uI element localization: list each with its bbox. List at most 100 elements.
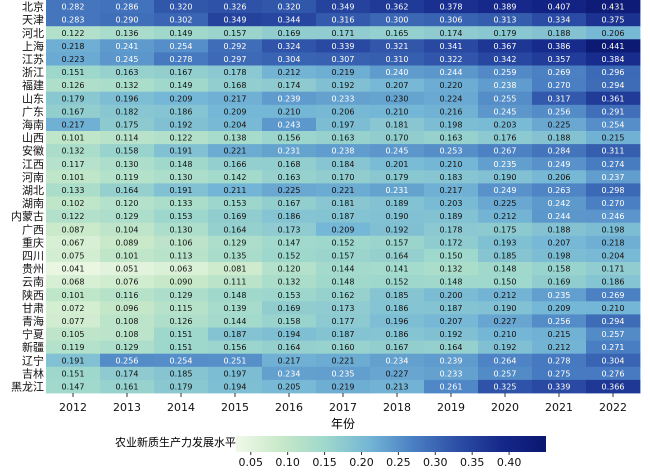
heatmap-cell xyxy=(478,209,533,224)
cell-value-label: 0.263 xyxy=(548,186,571,195)
cell-value-label: 0.157 xyxy=(332,251,355,260)
cell-value-label: 0.217 xyxy=(440,186,463,195)
heatmap-cell xyxy=(370,262,425,276)
heatmap-cell xyxy=(154,327,209,341)
province-label: 重庆 xyxy=(22,235,44,249)
heatmap-cell xyxy=(370,183,425,197)
heatmap-cell xyxy=(424,301,479,315)
cell-value-label: 0.270 xyxy=(548,81,571,90)
cell-value-label: 0.158 xyxy=(278,317,301,326)
cell-value-label: 0.175 xyxy=(116,120,139,129)
province-label: 福建 xyxy=(22,78,44,92)
colorbar-tick-label: 0.25 xyxy=(386,456,411,468)
heatmap-cell xyxy=(208,0,263,14)
cell-value-label: 0.119 xyxy=(62,343,85,352)
cell-value-label: 0.407 xyxy=(548,3,571,12)
heatmap-cell xyxy=(586,26,641,40)
heatmap-cell xyxy=(154,262,209,276)
cell-value-label: 0.210 xyxy=(602,304,625,313)
cell-value-label: 0.240 xyxy=(386,68,409,77)
cell-value-label: 0.181 xyxy=(386,120,409,129)
heatmap-cell xyxy=(208,222,263,237)
heatmap-cell xyxy=(586,301,641,315)
colorbar-title: 农业新质生产力发展水平 xyxy=(115,435,236,449)
heatmap-cell xyxy=(100,301,155,315)
cell-value-label: 0.147 xyxy=(278,238,301,247)
cell-value-label: 0.108 xyxy=(116,330,139,339)
heatmap-cell xyxy=(424,262,479,276)
cell-value-label: 0.244 xyxy=(440,68,463,77)
province-labels: 北京天津河北上海江苏浙江福建山东广东海南山西安徽江西河南湖北湖南内蒙古广西重庆四… xyxy=(11,0,44,393)
cell-value-label: 0.241 xyxy=(116,42,139,51)
cell-value-label: 0.116 xyxy=(116,291,139,300)
heatmap-cell xyxy=(46,39,101,53)
heatmap-cell xyxy=(424,144,479,158)
cell-value-label: 0.150 xyxy=(440,251,463,260)
cell-value-label: 0.120 xyxy=(278,265,301,274)
heatmap-cell xyxy=(262,275,317,289)
heatmap-cell xyxy=(424,104,479,119)
cell-value-label: 0.153 xyxy=(224,199,247,208)
cell-value-label: 0.076 xyxy=(116,278,139,287)
cell-value-label: 0.162 xyxy=(332,291,355,300)
cell-value-label: 0.210 xyxy=(278,107,301,116)
cell-value-label: 0.183 xyxy=(440,173,463,182)
heatmap-cell xyxy=(46,196,101,210)
cell-value-label: 0.169 xyxy=(278,304,301,313)
heatmap-cell xyxy=(154,26,209,40)
cell-value-label: 0.218 xyxy=(62,42,85,51)
cell-value-label: 0.271 xyxy=(602,343,625,352)
heatmap-cell xyxy=(586,288,641,302)
heatmap-cell xyxy=(316,301,371,315)
cell-value-label: 0.135 xyxy=(224,251,247,260)
cell-value-label: 0.149 xyxy=(170,29,193,38)
heatmap-cell xyxy=(532,183,587,197)
province-label: 江苏 xyxy=(22,53,44,66)
heatmap-cell xyxy=(478,196,533,210)
heatmap-cell xyxy=(154,353,209,368)
year-label: 2016 xyxy=(275,401,303,414)
heatmap-cell xyxy=(316,91,371,106)
cell-value-label: 0.290 xyxy=(116,16,139,25)
heatmap-cell xyxy=(478,144,533,158)
cell-value-label: 0.156 xyxy=(224,343,247,352)
cell-value-label: 0.171 xyxy=(602,265,625,274)
heatmap-cell xyxy=(370,39,425,53)
cell-value-label: 0.291 xyxy=(602,107,625,116)
cell-value-label: 0.310 xyxy=(386,55,409,64)
cell-value-label: 0.209 xyxy=(224,107,247,116)
heatmap-cell xyxy=(316,353,371,368)
heatmap-cell xyxy=(208,131,263,145)
cell-value-label: 0.210 xyxy=(440,160,463,169)
province-label: 湖南 xyxy=(22,197,44,210)
heatmap-cell xyxy=(424,222,479,237)
heatmap-cell xyxy=(262,157,317,171)
heatmap-cell xyxy=(262,183,317,197)
cell-value-label: 0.130 xyxy=(170,225,193,234)
cell-value-label: 0.130 xyxy=(116,160,139,169)
heatmap-cell xyxy=(478,366,533,381)
heatmap-cell xyxy=(424,117,479,132)
cell-value-label: 0.256 xyxy=(548,107,571,116)
heatmap-cell xyxy=(262,117,317,132)
year-label: 2020 xyxy=(491,401,519,414)
province-label: 吉林 xyxy=(22,366,44,380)
cell-value-label: 0.311 xyxy=(602,147,625,156)
cell-value-label: 0.179 xyxy=(170,382,193,391)
heatmap-cell xyxy=(532,262,587,276)
heatmap-cell xyxy=(208,235,263,250)
cell-value-label: 0.191 xyxy=(170,147,193,156)
heatmap-cell xyxy=(532,104,587,119)
cell-value-label: 0.087 xyxy=(62,225,85,234)
heatmap-cell xyxy=(100,39,155,53)
cell-value-label: 0.217 xyxy=(224,94,247,103)
cell-value-label: 0.163 xyxy=(440,134,463,143)
heatmap-cell xyxy=(262,196,317,210)
cell-value-label: 0.244 xyxy=(548,212,571,221)
province-label: 新疆 xyxy=(22,340,44,354)
cell-value-label: 0.366 xyxy=(602,382,625,391)
heatmap-cell xyxy=(208,13,263,27)
cell-value-label: 0.161 xyxy=(116,382,139,391)
cell-value-label: 0.141 xyxy=(386,265,409,274)
cell-value-label: 0.238 xyxy=(332,147,355,156)
